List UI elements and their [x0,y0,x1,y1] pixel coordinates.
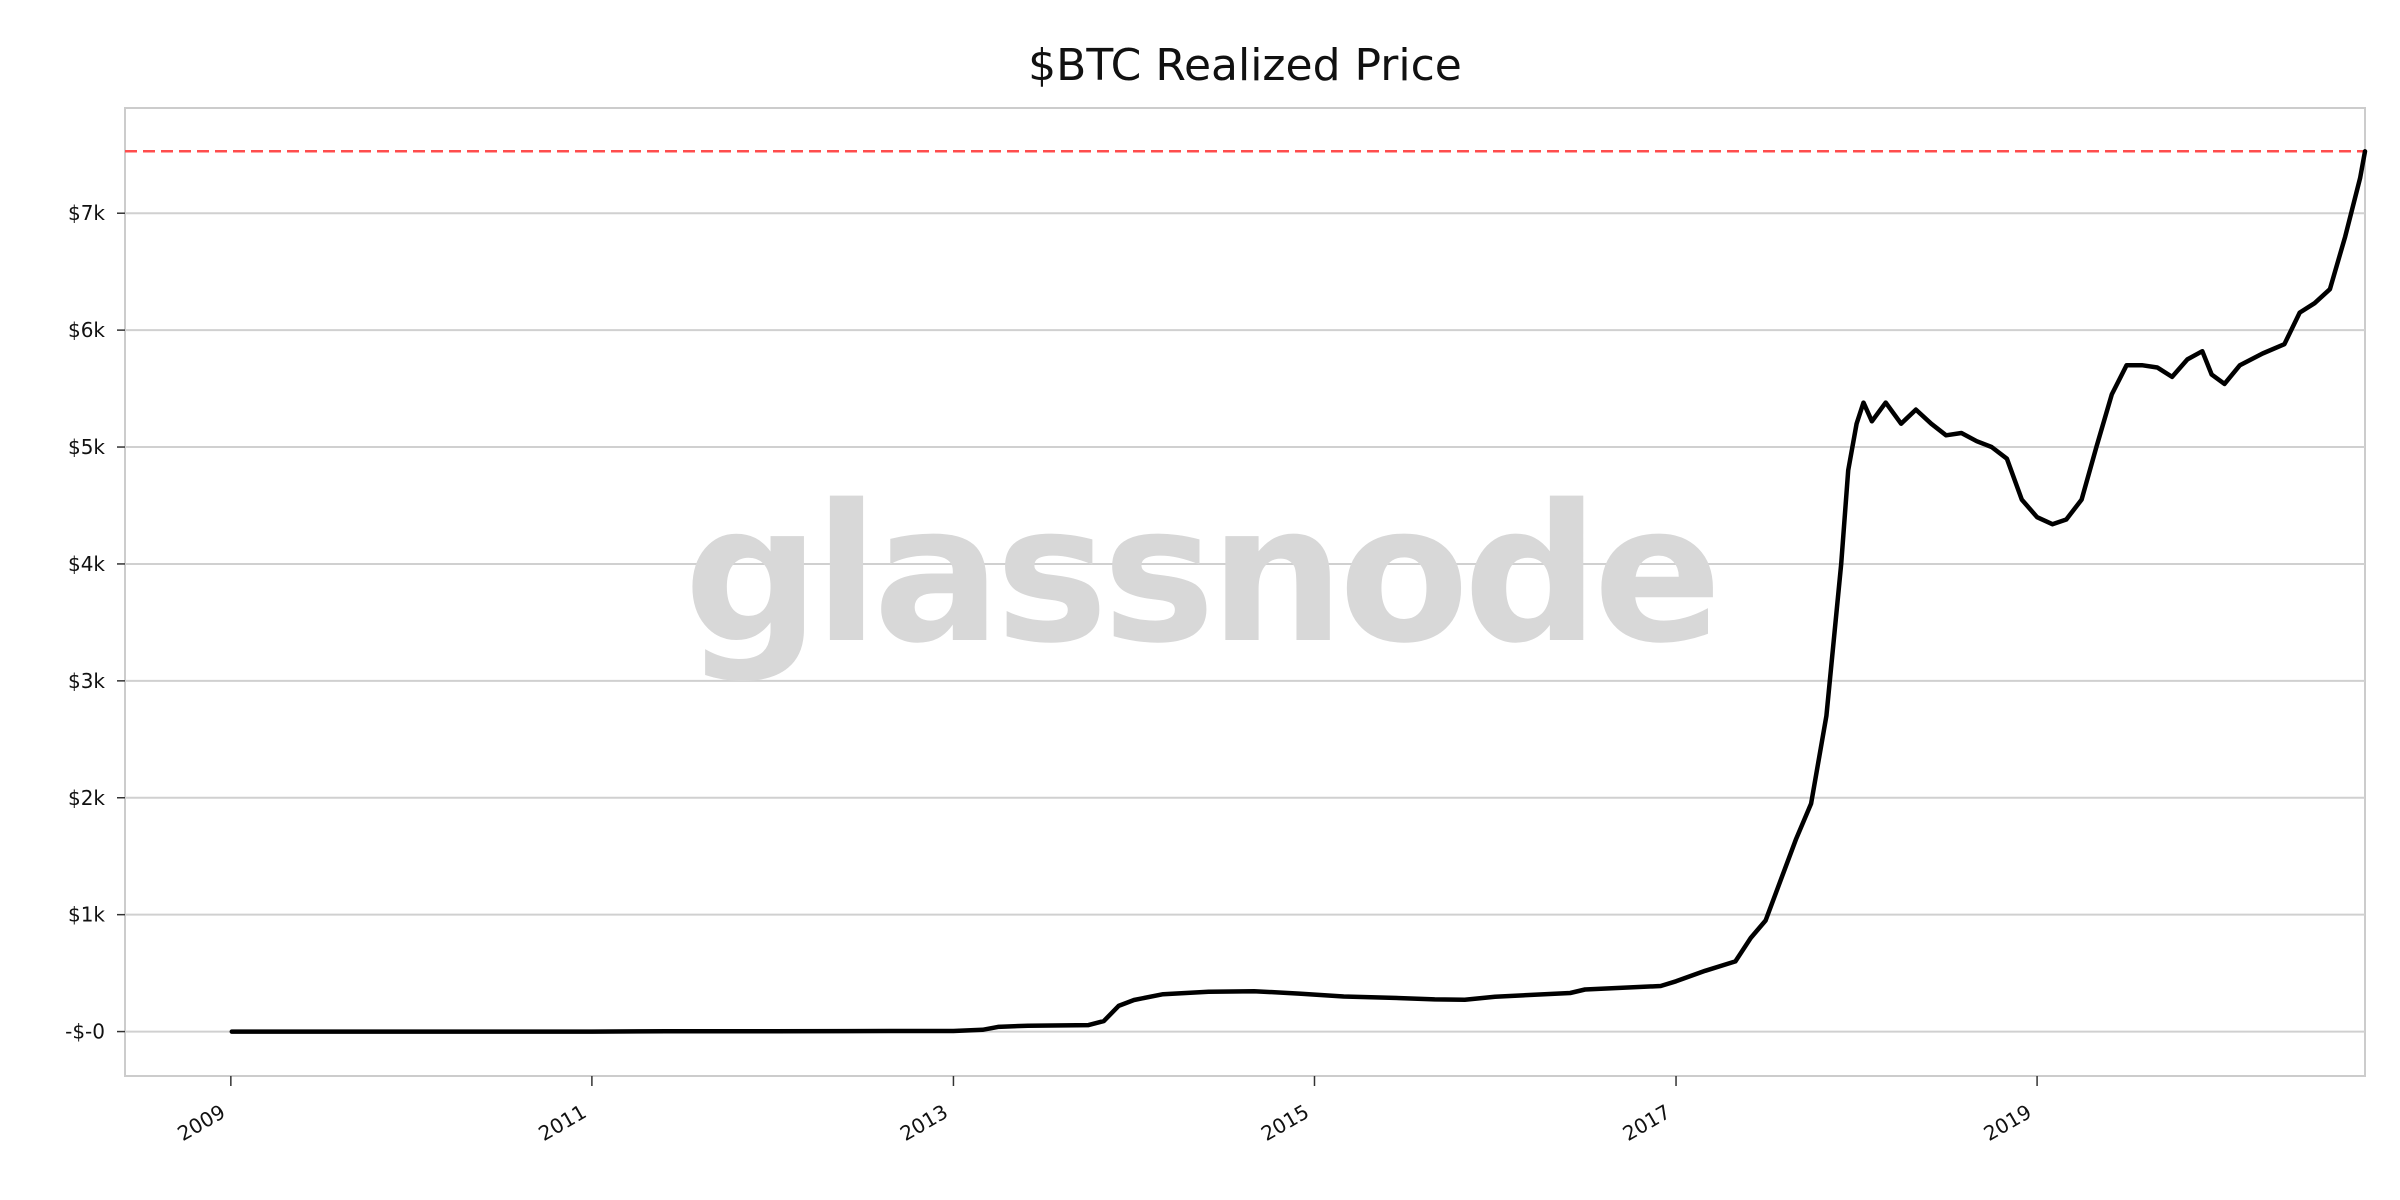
y-tick-label: $4k [68,552,105,576]
x-tick-label: 2019 [1980,1100,2036,1146]
series-line [229,149,2368,1034]
y-tick-layer: -$-0 $1k $2k $3k $4k $5k $6k $7k [65,201,125,1044]
grid-layer [125,212,2365,1033]
watermark-text: glassnode [684,464,1716,685]
y-tick-label: $2k [68,786,105,810]
y-tick-label: $7k [68,201,105,225]
y-tick-label: $5k [68,435,105,459]
series-layer [229,149,2368,1034]
y-tick-label: $1k [68,903,105,927]
x-tick-label: 2017 [1618,1100,1674,1146]
x-tick-label: 2009 [173,1100,229,1146]
y-tick-label: -$-0 [65,1020,105,1044]
x-tick-layer: 2009 2011 2013 2015 2017 2019 [173,1076,2038,1146]
chart-title: $BTC Realized Price [1028,40,1462,91]
x-tick-label: 2011 [534,1100,590,1146]
x-tick-label: 2013 [896,1100,952,1146]
plot-frame [124,107,2366,1077]
x-tick-label: 2015 [1257,1100,1313,1146]
y-tick-label: $6k [68,318,105,342]
y-tick-label: $3k [68,669,105,693]
